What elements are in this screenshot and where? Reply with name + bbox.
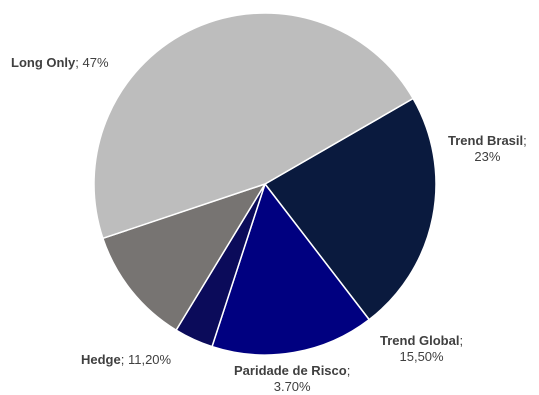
slice-label-trend-global: Trend Global; 15,50% (380, 333, 463, 365)
slice-name-trend-global: Trend Global (380, 333, 459, 348)
slice-name-hedge: Hedge (81, 352, 121, 367)
slice-value-trend-brasil: 23% (448, 149, 527, 165)
slice-value-long-only: 47% (83, 55, 109, 70)
slice-label-paridade-de-risco: Paridade de Risco; 3.70% (234, 363, 350, 395)
slice-label-long-only: Long Only; 47% (11, 55, 109, 71)
pie-slices (94, 13, 436, 355)
slice-label-trend-brasil: Trend Brasil; 23% (448, 133, 527, 165)
slice-value-paridade-de-risco: 3.70% (234, 379, 350, 395)
slice-label-hedge: Hedge; 11,20% (81, 352, 171, 368)
slice-value-hedge: 11,20% (128, 352, 171, 367)
slice-name-paridade-de-risco: Paridade de Risco (234, 363, 347, 378)
slice-value-trend-global: 15,50% (380, 349, 463, 365)
slice-name-long-only: Long Only (11, 55, 75, 70)
slice-name-trend-brasil: Trend Brasil (448, 133, 523, 148)
